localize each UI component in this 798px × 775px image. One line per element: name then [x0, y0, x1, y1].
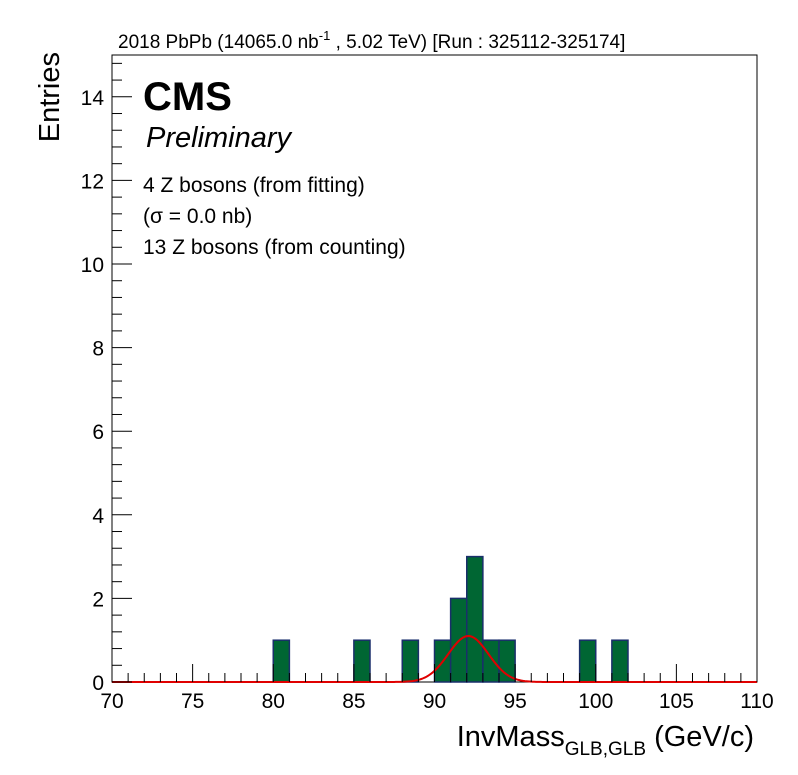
y-axis-label: Entries — [34, 52, 66, 142]
x-tick-label: 105 — [659, 690, 694, 713]
x-tick-label: 110 — [740, 690, 773, 713]
y-tick-label: 8 — [92, 338, 104, 361]
x-tick-label: 95 — [503, 690, 526, 713]
y-tick-label: 6 — [92, 421, 104, 444]
y-tick-label: 4 — [92, 505, 104, 528]
annotation-cross-section: (σ = 0.0 nb) — [143, 205, 252, 228]
chart-header: 2018 PbPb (14065.0 nb-1 , 5.02 TeV) [Run… — [118, 28, 625, 53]
x-tick-label: 100 — [578, 690, 613, 713]
x-tick-label: 80 — [262, 690, 285, 713]
histogram-bin — [578, 639, 597, 683]
histogram-bin — [482, 639, 500, 683]
x-tick-label: 85 — [342, 690, 365, 713]
preliminary-label: Preliminary — [146, 122, 293, 154]
histogram-bin — [353, 639, 371, 683]
annotation-fit-count: 4 Z bosons (from fitting) — [143, 174, 365, 197]
histogram-bin — [611, 639, 629, 683]
y-tick-label: 14 — [81, 87, 105, 110]
y-tick-label: 0 — [92, 672, 104, 695]
annotation-counting: 13 Z bosons (from counting) — [143, 236, 406, 259]
histogram-bin — [401, 639, 420, 683]
histogram-bin — [272, 639, 291, 683]
y-axis-ticks: 0 2 4 6 8 10 12 14 — [81, 62, 132, 695]
x-tick-label: 70 — [100, 690, 123, 713]
plot-frame — [111, 54, 758, 683]
x-axis-ticks: 70 75 80 85 90 95 100 105 110 — [100, 664, 774, 713]
histogram-bin — [466, 555, 484, 683]
y-tick-label: 2 — [92, 588, 104, 611]
x-tick-label: 75 — [181, 690, 204, 713]
x-axis-label: InvMassGLB,GLB (GeV/c) — [457, 721, 754, 760]
x-tick-label: 90 — [423, 690, 446, 713]
cms-label: CMS — [143, 75, 232, 119]
y-tick-label: 12 — [81, 170, 104, 193]
y-tick-label: 10 — [81, 254, 104, 277]
